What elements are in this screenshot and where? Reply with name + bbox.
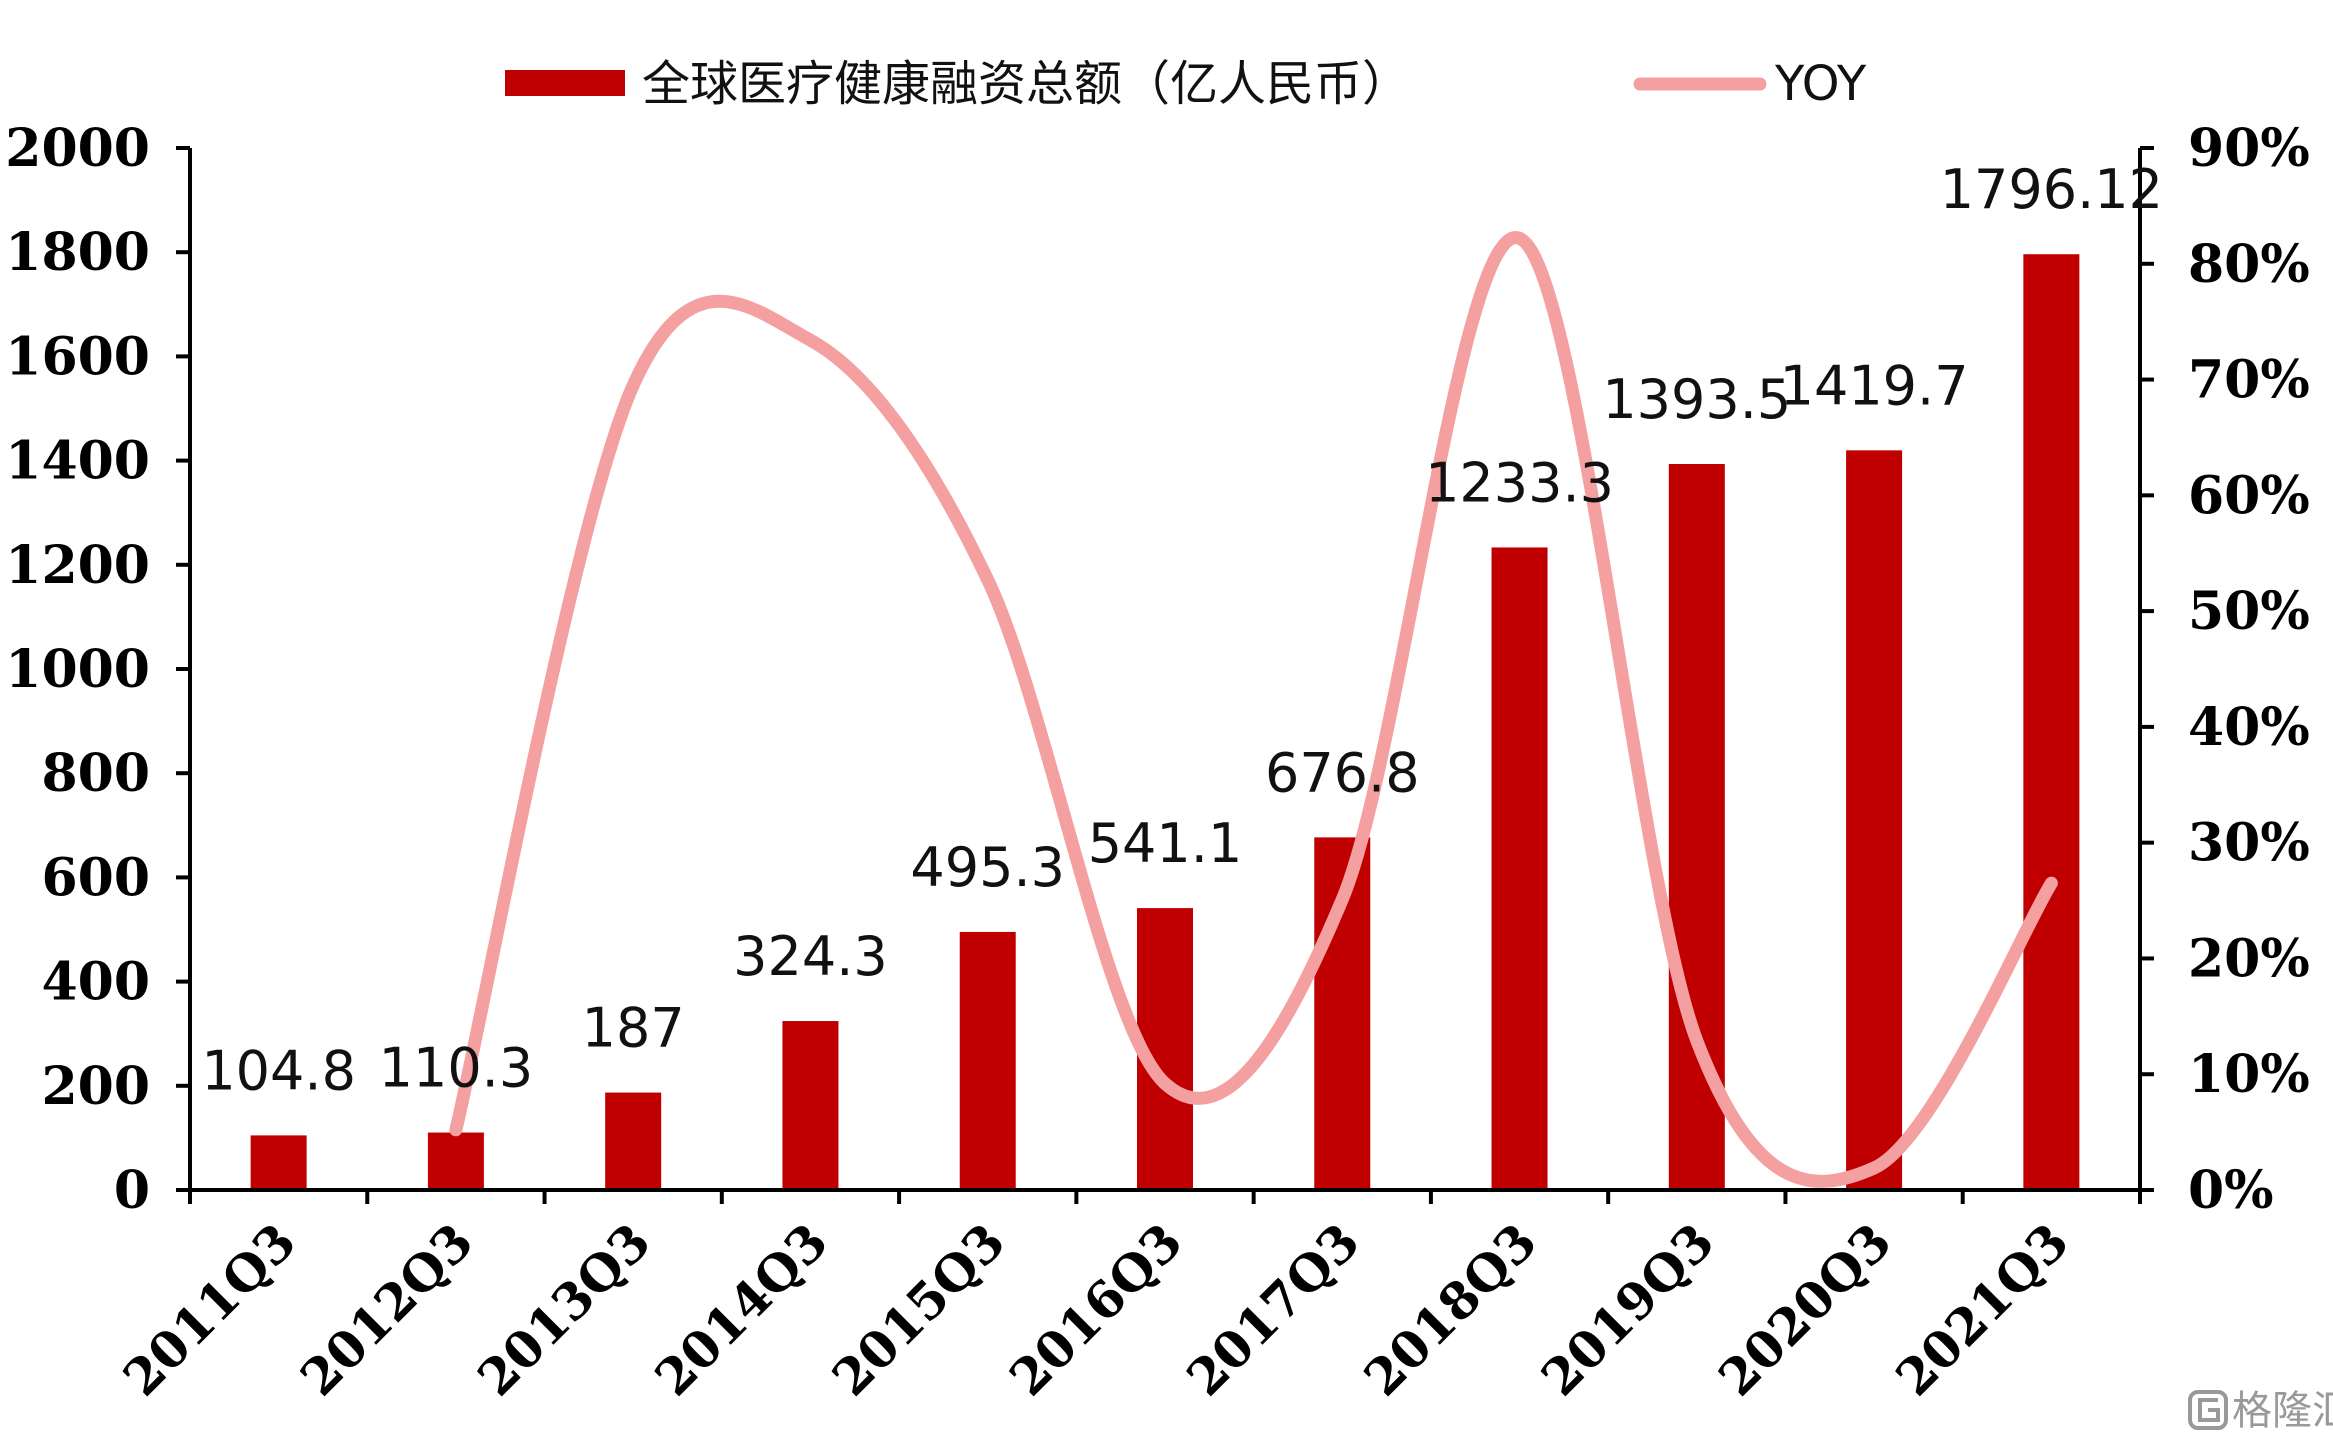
- bar-data-label: 187: [582, 997, 685, 1060]
- bar-data-label: 495.3: [910, 836, 1065, 899]
- y-right-tick-label: 20%: [2188, 928, 2310, 989]
- y-left-tick-label: 1000: [5, 639, 150, 700]
- y-left-tick-label: 1600: [5, 326, 150, 387]
- x-tick-label: 2012Q3: [289, 1212, 485, 1408]
- y-left-tick-label: 1400: [5, 431, 150, 492]
- x-tick-label: 2011Q3: [112, 1212, 308, 1408]
- y-left-tick-label: 0: [114, 1160, 150, 1221]
- bar-2011Q3: [250, 1135, 307, 1190]
- gelonghui-logo-icon: [2188, 1390, 2228, 1430]
- yoy-line-layer: [449, 231, 2058, 1188]
- data-labels-layer: 104.8 110.3 187 324.3 495.3 541.1 676.8 1233.3 1…: [201, 158, 2163, 1102]
- bar-2015Q3: [959, 931, 1016, 1190]
- x-tick-label: 2013Q3: [466, 1212, 662, 1408]
- yoy-series-line: [449, 231, 2058, 1188]
- y-right-tick-label: 0%: [2188, 1160, 2274, 1221]
- legend-bar-label: 全球医疗健康融资总额（亿人民币）: [642, 56, 1410, 112]
- y-right-tick-label: 60%: [2188, 465, 2310, 526]
- y-right-tick-label: 70%: [2188, 350, 2310, 411]
- bar-data-label: 110.3: [379, 1037, 534, 1100]
- x-tick-label: 2020Q3: [1707, 1212, 1903, 1408]
- bar-2013Q3: [605, 1092, 662, 1190]
- bar-2020Q3: [1846, 450, 1903, 1190]
- x-tick-label: 2018Q3: [1353, 1212, 1549, 1408]
- y-left-tick-label: 800: [41, 743, 150, 804]
- bar-2014Q3: [782, 1021, 839, 1190]
- x-tick-label: 2021Q3: [1884, 1212, 2080, 1408]
- y-left-tick-label: 1200: [5, 535, 150, 596]
- bar-2018Q3: [1491, 547, 1548, 1190]
- y-right-tick-label: 50%: [2188, 581, 2310, 642]
- y-right-tick-label: 80%: [2188, 234, 2310, 295]
- bar-2021Q3: [2023, 254, 2080, 1190]
- y-left-tick-label: 2000: [5, 118, 150, 179]
- y-left-tick-label: 400: [41, 952, 150, 1013]
- watermark-text: 格隆汇: [2232, 1388, 2333, 1434]
- bar-data-label: 324.3: [733, 925, 888, 988]
- x-tick-label: 2014Q3: [643, 1212, 839, 1408]
- bar-data-label: 1393.5: [1602, 368, 1791, 431]
- bar-data-label: 104.8: [201, 1039, 356, 1102]
- x-tick-label: 2015Q3: [821, 1212, 1017, 1408]
- x-tick-label: 2016Q3: [998, 1212, 1194, 1408]
- y-right-tick-label: 30%: [2188, 813, 2310, 874]
- axes-layer: 0 200 400 600 800 1000 1200 1400 1600 1800 2000 0% 1…: [5, 118, 2310, 1407]
- x-tick-label: 2017Q3: [1175, 1212, 1371, 1408]
- bar-data-label: 541.1: [1088, 812, 1243, 875]
- bar-data-label: 676.8: [1265, 741, 1420, 804]
- bar-2012Q3: [427, 1132, 484, 1190]
- bar-data-label: 1233.3: [1425, 451, 1614, 514]
- legend-line-label: YOY: [1774, 56, 1867, 112]
- y-right-tick-label: 40%: [2188, 697, 2310, 758]
- watermark: 格隆汇: [2188, 1388, 2333, 1434]
- y-right-tick-label: 90%: [2188, 118, 2310, 179]
- y-left-tick-label: 600: [41, 847, 150, 908]
- bars-layer: [250, 254, 2080, 1190]
- legend: 全球医疗健康融资总额（亿人民币） YOY: [505, 56, 1867, 112]
- y-left-tick-label: 1800: [5, 222, 150, 283]
- y-left-tick-label: 200: [41, 1056, 150, 1117]
- bar-data-label: 1796.12: [1940, 158, 2163, 221]
- y-right-tick-label: 10%: [2188, 1044, 2310, 1105]
- legend-bar-swatch: [505, 70, 625, 96]
- bar-data-label: 1419.7: [1780, 354, 1969, 417]
- x-tick-label: 2019Q3: [1530, 1212, 1726, 1408]
